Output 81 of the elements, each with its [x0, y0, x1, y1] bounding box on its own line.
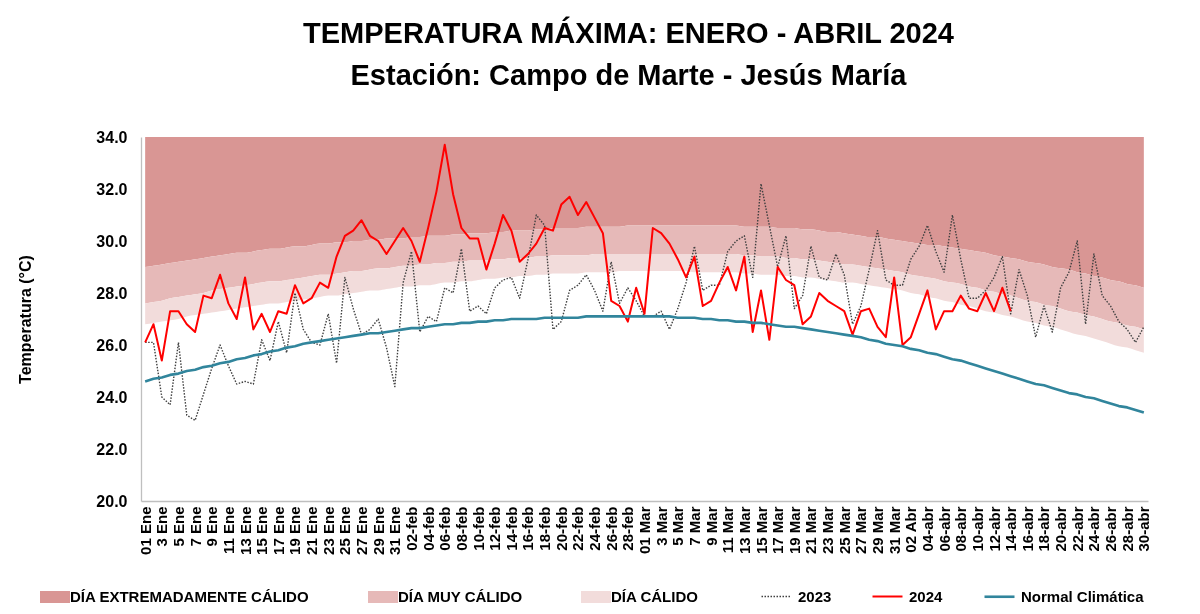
x-tick-label: 15 Mar — [752, 506, 770, 555]
y-tick-label: 34.0 — [96, 128, 128, 146]
x-tick-label: 15 Ene — [253, 506, 271, 555]
x-tick-label: 31 Mar — [885, 506, 903, 555]
x-tick-label: 20-feb — [552, 506, 570, 551]
x-tick-label: 13 Mar — [735, 506, 753, 555]
x-tick-label: 08-feb — [452, 506, 470, 551]
x-tick-label: 21 Ene — [303, 506, 321, 555]
x-tick-label: 01 Ene — [136, 506, 154, 555]
x-tick-label: 12-feb — [486, 506, 504, 551]
x-tick-label: 25 Mar — [835, 506, 853, 555]
x-tick-label: 5 Ene — [169, 506, 187, 547]
x-tick-label: 9 Ene — [203, 506, 221, 547]
x-tick-label: 7 Mar — [685, 506, 703, 546]
x-tick-label: 5 Mar — [669, 506, 687, 546]
x-tick-label: 22-abr — [1068, 506, 1086, 552]
x-tick-label: 9 Mar — [702, 506, 720, 546]
x-tick-label: 02-feb — [402, 506, 420, 551]
legend-label: DÍA CÁLIDO — [611, 588, 699, 605]
x-tick-label: 06-feb — [436, 506, 454, 551]
x-tick-label: 16-feb — [519, 506, 537, 551]
chart-title: TEMPERATURA MÁXIMA: ENERO - ABRIL 2024 — [303, 16, 954, 49]
x-tick-label: 30-abr — [1135, 506, 1153, 552]
x-tick-label: 04-abr — [918, 506, 936, 552]
x-tick-label: 24-feb — [586, 506, 604, 551]
y-tick-label: 22.0 — [96, 440, 128, 458]
x-tick-label: 23 Ene — [319, 506, 337, 555]
x-tick-label: 19 Mar — [785, 506, 803, 555]
x-tick-label: 01 Mar — [636, 506, 653, 555]
y-axis-title: Temperatura (°C) — [17, 255, 35, 384]
y-tick-label: 32.0 — [96, 180, 128, 198]
x-tick-label: 17 Mar — [769, 506, 787, 555]
x-tick-label: 11 Ene — [219, 506, 237, 555]
x-tick-label: 3 Ene — [153, 506, 171, 547]
y-tick-label: 20.0 — [96, 492, 128, 510]
legend-label: 2023 — [798, 587, 832, 605]
x-tick-label: 18-feb — [536, 506, 554, 551]
x-tick-label: 24-abr — [1085, 506, 1103, 552]
x-tick-label: 25 Ene — [336, 506, 354, 555]
legend-label: 2024 — [909, 587, 944, 605]
y-tick-label: 30.0 — [96, 232, 128, 250]
x-tick-label: 06-abr — [935, 506, 953, 552]
x-tick-label: 19 Ene — [286, 506, 304, 555]
x-tick-label: 18-abr — [1035, 506, 1053, 552]
x-tick-label: 29 Ene — [369, 506, 387, 555]
line-series — [143, 315, 1146, 414]
x-tick-label: 11 Mar — [719, 506, 737, 554]
x-tick-label: 10-feb — [469, 506, 487, 551]
x-tick-label: 31 Ene — [386, 506, 404, 555]
x-tick-label: 26-feb — [602, 506, 620, 551]
y-tick-label: 26.0 — [96, 336, 128, 354]
chart-subtitle: Estación: Campo de Marte - Jesús María — [350, 59, 908, 91]
x-tick-label: 02 Abr — [902, 506, 920, 553]
x-tick-label: 16-abr — [1018, 506, 1036, 552]
x-tick-label: 20-abr — [1052, 506, 1070, 552]
x-tick-label: 21 Mar — [802, 506, 820, 555]
line-series — [144, 143, 1012, 362]
x-tick-label: 28-feb — [619, 506, 637, 551]
line-series — [144, 183, 1145, 422]
legend-label: DÍA EXTREMADAMENTE CÁLIDO — [70, 588, 309, 605]
x-tick-label: 17 Ene — [269, 506, 287, 555]
x-tick-label: 29 Mar — [869, 506, 887, 555]
legend-label: DÍA MUY CÁLIDO — [398, 588, 523, 605]
x-tick-label: 04-feb — [419, 506, 437, 551]
x-tick-label: 28-abr — [1118, 506, 1136, 552]
x-tick-label: 22-feb — [569, 506, 587, 551]
legend-label: Normal Climática — [1021, 587, 1145, 605]
x-tick-label: 23 Mar — [819, 506, 837, 555]
x-tick-label: 7 Ene — [186, 506, 204, 547]
x-tick-label: 26-abr — [1102, 506, 1120, 552]
y-tick-label: 24.0 — [96, 388, 128, 406]
x-tick-label: 27 Mar — [852, 506, 870, 555]
x-tick-label: 13 Ene — [236, 506, 254, 555]
x-tick-label: 10-abr — [968, 506, 986, 552]
x-tick-label: 14-abr — [1002, 506, 1020, 552]
y-tick-label: 28.0 — [96, 284, 128, 302]
x-tick-label: 08-abr — [952, 506, 970, 552]
x-tick-label: 27 Ene — [353, 506, 371, 555]
x-tick-label: 12-abr — [985, 506, 1003, 552]
x-tick-label: 14-feb — [502, 506, 520, 551]
x-tick-label: 3 Mar — [652, 506, 670, 546]
